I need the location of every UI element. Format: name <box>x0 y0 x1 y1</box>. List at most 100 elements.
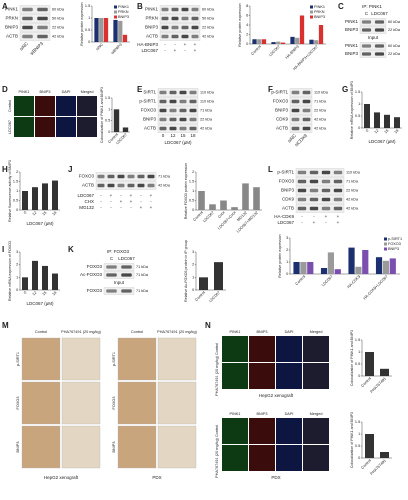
condition-sign: - <box>140 193 142 198</box>
bar <box>364 104 370 128</box>
panel-letter: H <box>2 165 8 174</box>
blot-label: BNIP3 <box>345 51 359 56</box>
bar <box>99 18 104 42</box>
bar <box>52 273 58 290</box>
band <box>22 16 33 21</box>
x-tick-label: 15 <box>384 129 390 135</box>
y-tick-label: 1.5 <box>13 180 18 184</box>
blot-label: FOXO3 <box>141 108 157 113</box>
band <box>179 90 187 95</box>
kda-label: 71 kDa <box>314 100 327 104</box>
blot-label: BNIP3 <box>5 25 19 30</box>
band <box>291 108 300 113</box>
x-axis-label: LDC067 (μM) <box>368 139 396 144</box>
group-label: PHA767491 (20 mg/kg) <box>215 437 219 477</box>
lane-label: LDC067 <box>371 11 388 16</box>
column-label: PHA767491 (20 mg/kg) <box>61 330 101 334</box>
micrograph <box>249 445 275 471</box>
y-tick-label: 0 <box>16 288 18 292</box>
blot-strip <box>295 204 345 213</box>
band <box>309 197 319 202</box>
x-tick-label: 18 <box>52 211 58 217</box>
band <box>169 90 177 95</box>
bar <box>327 252 334 274</box>
bar <box>365 434 374 458</box>
ip-title: IP: PINK1 <box>362 4 382 9</box>
band <box>137 183 145 188</box>
x-tick-label: 15 <box>42 291 48 297</box>
y-tick-label: 0 <box>16 208 18 212</box>
band <box>159 99 167 104</box>
y-tick-label: 1.5 <box>189 180 194 184</box>
band <box>297 197 307 202</box>
band <box>181 16 189 21</box>
condition-sign: + <box>140 205 143 210</box>
y-tick-label: 1.5 <box>355 338 360 342</box>
condition-label: CHX <box>84 199 94 204</box>
channel-label: Merged <box>81 90 94 94</box>
group-label: LDC067 <box>8 120 12 134</box>
caption: PDX <box>271 475 280 480</box>
condition-label: HA-BNIP3 <box>137 42 158 47</box>
condition-sign: + <box>150 205 153 210</box>
row-label: FOXO3 <box>112 397 116 410</box>
bar <box>242 183 249 210</box>
lane-label: 0 <box>162 133 165 138</box>
lane-label: 18 <box>190 133 196 138</box>
bar <box>22 277 28 290</box>
legend-swatch <box>384 237 387 241</box>
band <box>333 197 343 202</box>
band <box>374 20 385 24</box>
bar <box>380 452 389 458</box>
condition-sign: + <box>325 214 328 219</box>
x-tick-label: 18 <box>394 129 400 135</box>
condition-sign: - <box>174 42 176 47</box>
y-tick-label: 0.5 <box>355 114 360 118</box>
bar <box>198 191 205 210</box>
condition-sign: + <box>194 42 197 47</box>
band <box>374 28 385 32</box>
blot-label: ACTB <box>146 34 158 39</box>
micrograph <box>303 336 329 362</box>
bar <box>209 204 216 210</box>
y-tick-label: 1 <box>16 189 18 193</box>
band <box>361 28 372 32</box>
blot-strip <box>289 106 313 115</box>
condition-sign: + <box>150 193 153 198</box>
y-tick-label: 3 <box>286 236 288 240</box>
bar <box>318 25 324 44</box>
x-tick-label: HA-BNIP3 <box>285 45 300 60</box>
column-label: Control <box>35 330 47 334</box>
condition-sign: + <box>194 48 197 53</box>
blot-label: FOXO3 <box>87 264 103 269</box>
blot-strip <box>295 186 345 195</box>
band <box>37 25 48 30</box>
band <box>159 126 167 131</box>
blot-label: p-SIRT1 <box>139 99 156 104</box>
blot-label: BNIP3 <box>345 27 359 32</box>
blot-label: FOXO3 <box>87 288 103 293</box>
y-tick-label: 3 <box>16 250 18 254</box>
y-tick-label: 4 <box>246 23 248 27</box>
blot-strip <box>289 88 313 97</box>
y-tick-label: 0 <box>286 272 288 276</box>
kda-label: 22 kDa <box>52 26 65 30</box>
legend-label: PRKN <box>118 10 129 14</box>
kda-label: 22 kDa <box>388 28 401 32</box>
condition-sign: - <box>100 193 102 198</box>
legend-swatch <box>310 15 313 19</box>
legend-label: p-SIRT1 <box>388 237 402 241</box>
micrograph <box>303 445 329 471</box>
blot-strip <box>95 181 157 190</box>
y-axis-label: Colocalization of PINK1 and BNIP3 <box>350 412 354 468</box>
blot-strip <box>19 5 51 14</box>
x-tick-label: HA-CDK9 <box>347 275 362 290</box>
band <box>181 34 189 39</box>
y-axis-label: Relative protein expression <box>278 234 282 277</box>
y-tick-label: 1 <box>358 102 360 106</box>
micrograph <box>303 363 329 389</box>
band <box>302 99 311 104</box>
condition-label: LDC067 <box>141 48 158 53</box>
channel-label: BNIP3 <box>40 90 51 94</box>
legend-swatch <box>384 247 387 251</box>
